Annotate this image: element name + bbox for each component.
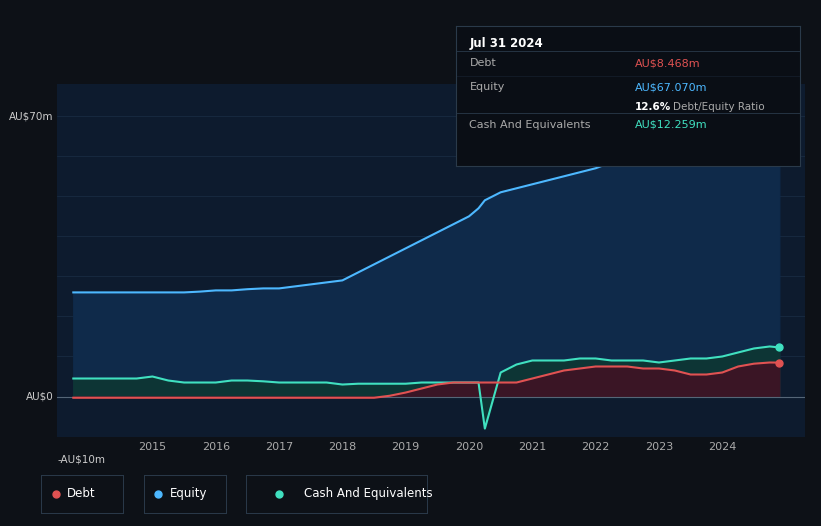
Text: AU$67.070m: AU$67.070m	[635, 82, 708, 92]
Text: Debt: Debt	[67, 488, 96, 500]
Text: Equity: Equity	[470, 82, 505, 92]
Text: AU$8.468m: AU$8.468m	[635, 58, 700, 68]
Text: 12.6%: 12.6%	[635, 102, 672, 112]
Text: AU$0: AU$0	[26, 391, 53, 401]
Text: AU$70m: AU$70m	[9, 111, 53, 121]
Text: Debt/Equity Ratio: Debt/Equity Ratio	[673, 102, 764, 112]
Text: AU$12.259m: AU$12.259m	[635, 120, 708, 130]
Text: Jul 31 2024: Jul 31 2024	[470, 37, 544, 50]
Text: Cash And Equivalents: Cash And Equivalents	[304, 488, 433, 500]
Text: Equity: Equity	[170, 488, 208, 500]
Text: Debt: Debt	[470, 58, 496, 68]
Text: -AU$10m: -AU$10m	[57, 455, 105, 465]
Text: Cash And Equivalents: Cash And Equivalents	[470, 120, 591, 130]
